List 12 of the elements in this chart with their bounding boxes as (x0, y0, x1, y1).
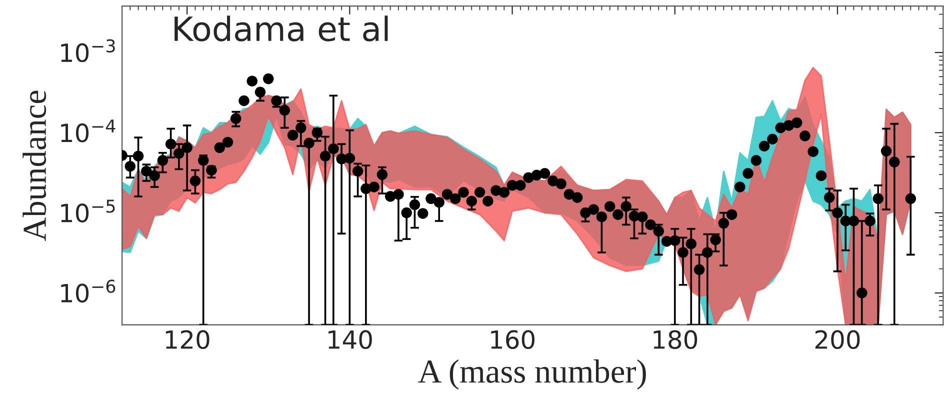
y-tick-label: 10$^{−3}$ (61, 39, 115, 62)
x-axis-title: A (mass number) (418, 359, 646, 390)
x-tick-label: 140 (328, 330, 372, 350)
annotation: Kodama et al (174, 16, 388, 42)
y-axis-title: Abundance (22, 90, 46, 241)
y-tick-label: 10$^{−4}$ (61, 120, 116, 142)
x-tick-label: 160 (491, 330, 534, 350)
x-tick-label: 120 (166, 330, 210, 350)
y-tick-label: 10$^{−5}$ (61, 200, 115, 222)
x-tick-label: 180 (654, 330, 698, 350)
x-tick-label: 200 (815, 330, 860, 350)
y-tick-label: 10$^{−6}$ (61, 280, 116, 303)
